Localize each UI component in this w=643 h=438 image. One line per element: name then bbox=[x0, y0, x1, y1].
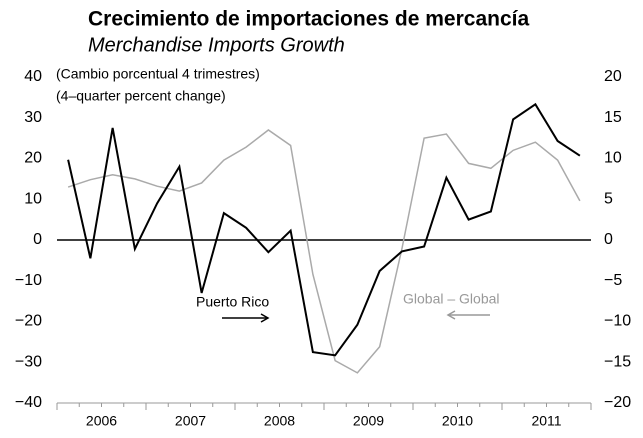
y2-tick-label: −10 bbox=[604, 313, 631, 330]
chart-title: Crecimiento de importaciones de mercancí… bbox=[88, 8, 529, 31]
chart-subtitle: Merchandise Imports Growth bbox=[88, 34, 345, 56]
y2-tick-label: 0 bbox=[604, 231, 613, 248]
note: (4–quarter percent change) bbox=[56, 88, 226, 104]
x-year-label: 2011 bbox=[531, 413, 561, 429]
y-tick-label: 10 bbox=[24, 190, 42, 207]
y-tick-label: 0 bbox=[33, 231, 42, 248]
y-tick-label: −20 bbox=[15, 313, 42, 330]
y-tick-label: 30 bbox=[24, 109, 42, 126]
y2-tick-label: 5 bbox=[604, 190, 613, 207]
x-year-label: 2009 bbox=[353, 413, 384, 429]
y2-tick-label: −15 bbox=[604, 353, 631, 370]
x-year-label: 2010 bbox=[442, 413, 473, 429]
y-tick-label: −10 bbox=[15, 272, 42, 289]
arrow-head bbox=[260, 313, 270, 323]
y2-tick-label: −20 bbox=[604, 394, 631, 411]
x-year-label: 2006 bbox=[86, 413, 117, 429]
y2-tick-label: 20 bbox=[604, 68, 622, 85]
y-tick-label: 40 bbox=[24, 68, 42, 85]
y-tick-label: −30 bbox=[15, 353, 42, 370]
y-tick-label: 20 bbox=[24, 150, 42, 167]
arrow-head bbox=[446, 310, 456, 320]
y2-tick-label: −5 bbox=[604, 272, 622, 289]
y2-tick-label: 10 bbox=[604, 150, 622, 167]
series-line bbox=[67, 129, 581, 374]
note: (Cambio porcentual 4 trimestres) bbox=[56, 66, 260, 82]
x-year-label: 2007 bbox=[175, 413, 206, 429]
y-tick-label: −40 bbox=[15, 394, 42, 411]
x-year-label: 2008 bbox=[264, 413, 295, 429]
series-line bbox=[67, 102, 581, 357]
series-label: Puerto Rico bbox=[196, 294, 269, 310]
y2-tick-label: 15 bbox=[604, 109, 622, 126]
series-label: Global – Global bbox=[403, 291, 500, 307]
